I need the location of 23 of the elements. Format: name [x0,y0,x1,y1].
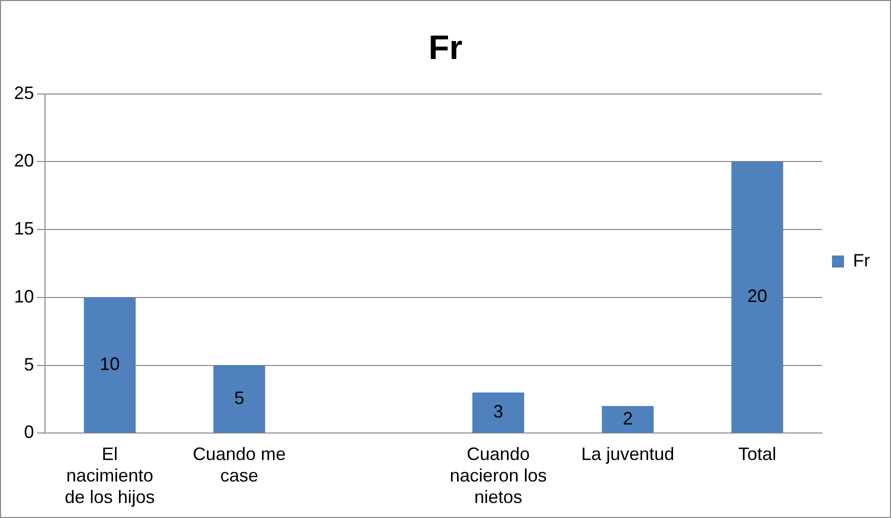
chart-title: Fr [428,28,462,67]
data-label: 3 [493,402,504,422]
x-tick-label: Cuando nacieron los nietos [450,444,547,508]
y-tick-label: 15 [14,218,34,239]
data-label: 20 [747,286,768,306]
bar [84,297,136,433]
x-tick-label: Cuando me case [192,444,286,486]
x-tick-label: La juventud [581,444,674,464]
data-label: 10 [100,354,120,374]
y-tick-label: 20 [14,150,34,171]
x-tick-label: El nacimiento de los hijos [64,444,155,508]
y-tick-label: 25 [14,82,34,103]
bar [472,392,524,433]
legend-label: Fr [853,250,870,270]
bar [213,365,266,433]
data-label: 2 [622,408,633,428]
bar [731,162,784,433]
data-label: 5 [234,388,244,408]
bar [602,406,654,433]
y-tick-label: 5 [24,354,34,374]
y-tick-label: 0 [24,422,34,442]
x-tick-label: Total [738,444,776,464]
y-tick-label: 10 [14,286,34,306]
